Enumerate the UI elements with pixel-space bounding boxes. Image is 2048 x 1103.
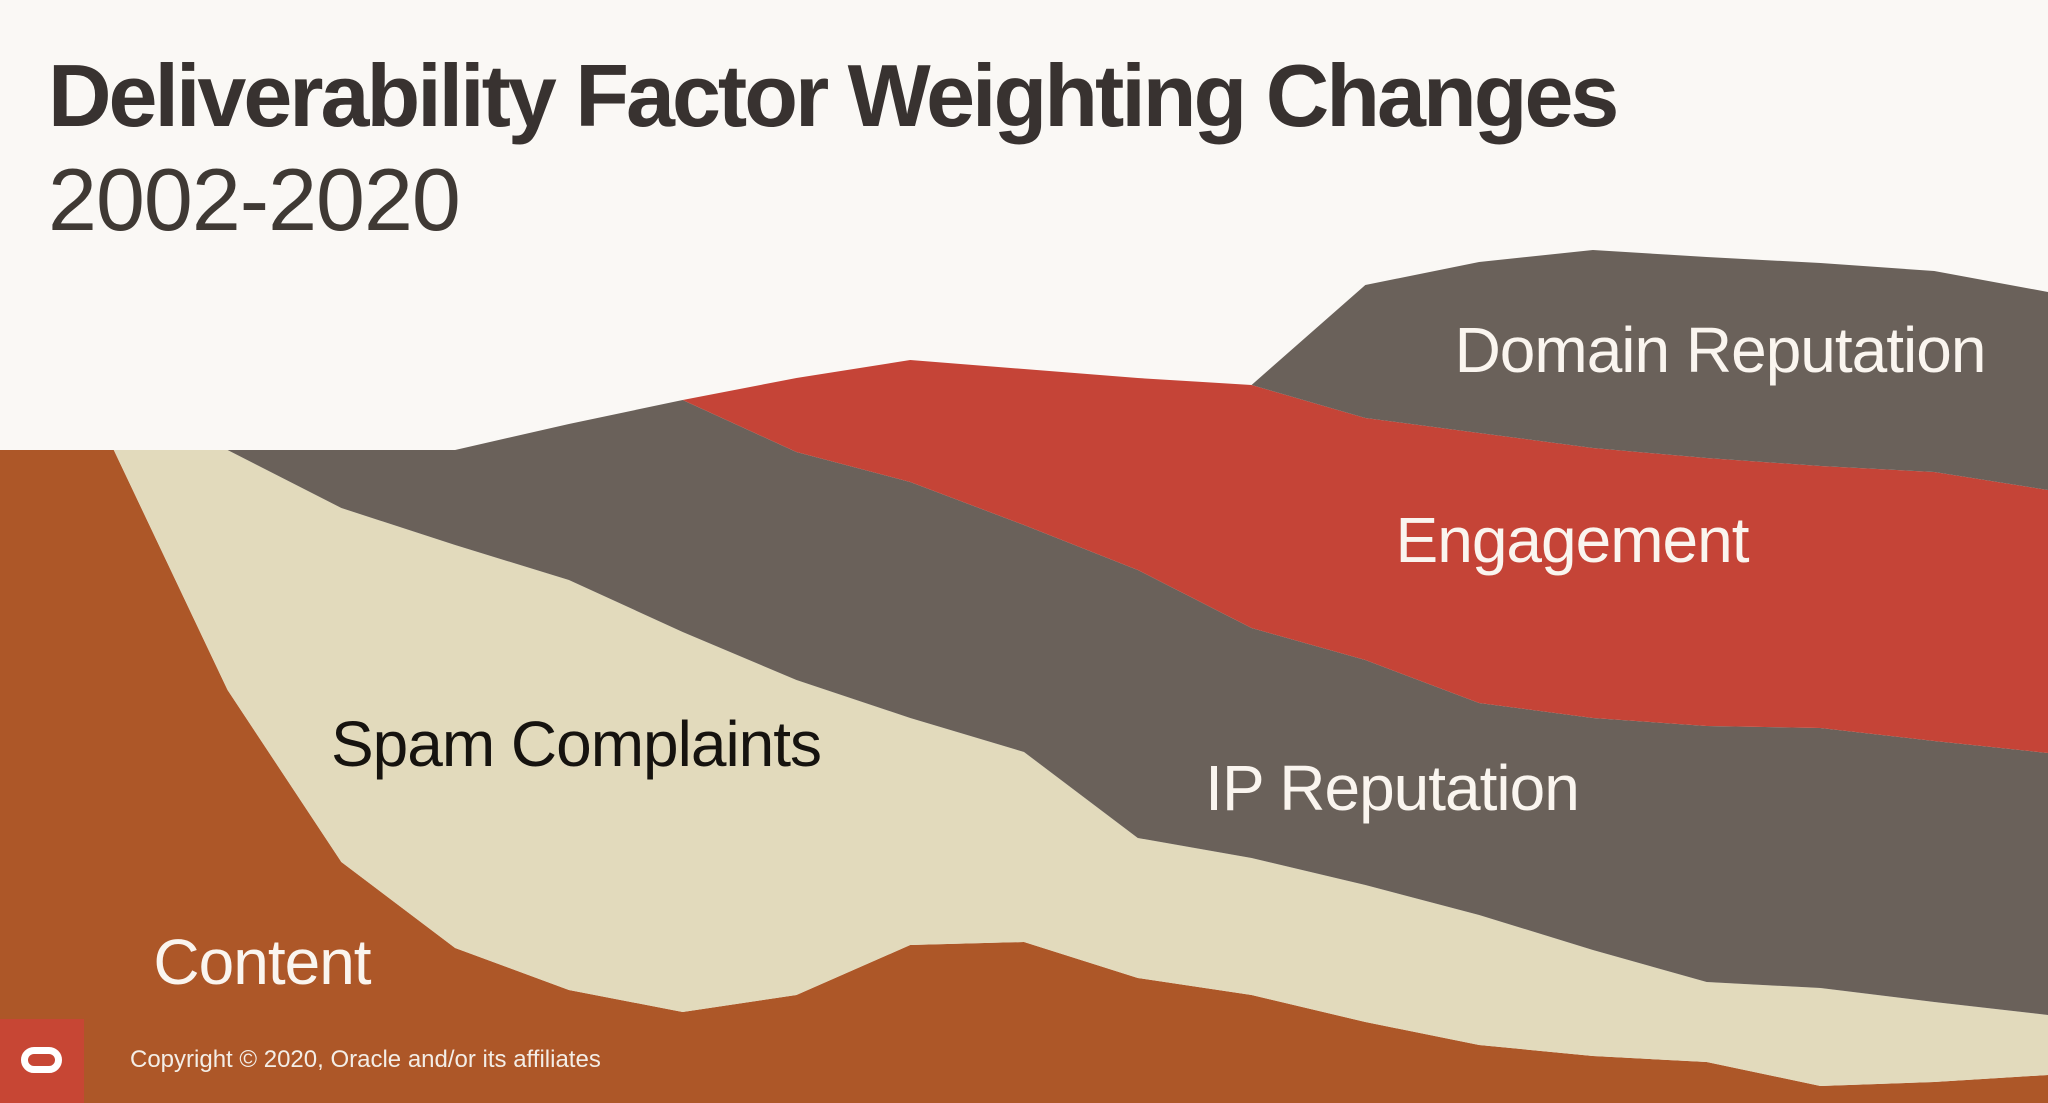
page-title: Deliverability Factor Weighting Changes (48, 46, 1619, 145)
series-label-ip-reputation: IP Reputation (1205, 752, 1580, 824)
series-label-domain-reputation: Domain Reputation (1454, 314, 1987, 386)
band-spam-complaints (0, 450, 2048, 1086)
page-subtitle: 2002-2020 (48, 150, 461, 249)
band-domain-reputation (0, 250, 2048, 490)
series-label-content: Content (153, 926, 371, 998)
slide-header: Deliverability Factor Weighting Changes … (48, 44, 1619, 252)
series-label-engagement: Engagement (1395, 504, 1750, 576)
series-label-spam-complaints: Spam Complaints (330, 708, 822, 780)
band-engagement (0, 360, 2048, 753)
oracle-o-icon (21, 1047, 62, 1073)
band-ip-reputation (0, 400, 2048, 1015)
band-content (0, 450, 2048, 1103)
oracle-logo (0, 1019, 84, 1103)
copyright-text: Copyright © 2020, Oracle and/or its affi… (130, 1046, 601, 1073)
